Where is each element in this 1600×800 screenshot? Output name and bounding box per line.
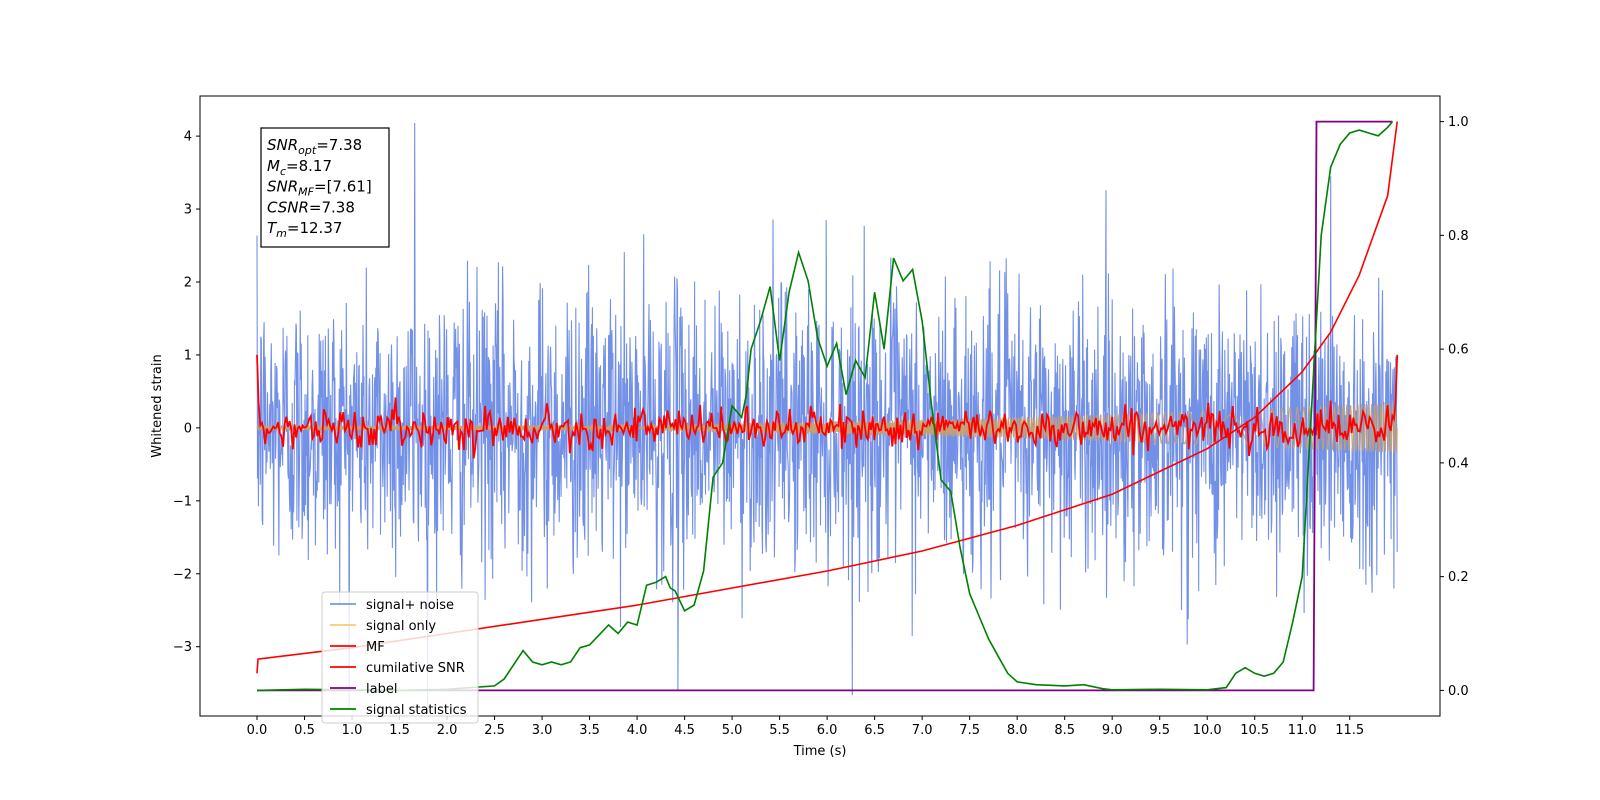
annotation-line: Tm=12.37 bbox=[267, 219, 342, 240]
y2-tick-label: 0.4 bbox=[1448, 456, 1469, 471]
annotation-line: SNRopt=7.38 bbox=[267, 136, 362, 157]
series-signal-statistics bbox=[256, 121, 1394, 692]
x-tick-label: 1.5 bbox=[389, 723, 410, 738]
x-tick-label: 8.5 bbox=[1054, 723, 1075, 738]
x-tick-label: 3.0 bbox=[532, 723, 553, 738]
x-tick-label: 4.5 bbox=[674, 723, 695, 738]
x-tick-label: 9.5 bbox=[1149, 723, 1170, 738]
x-tick-label: 10.5 bbox=[1240, 723, 1269, 738]
x-tick-label: 6.5 bbox=[864, 723, 885, 738]
legend-frame bbox=[321, 591, 479, 724]
x-tick-label: 5.0 bbox=[722, 723, 743, 738]
series-signal-noise bbox=[256, 122, 1398, 713]
y2-tick-label: 0.2 bbox=[1448, 570, 1469, 585]
x-tick-label: 11.5 bbox=[1335, 723, 1364, 738]
x-tick-label: 10.0 bbox=[1193, 723, 1222, 738]
x-tick-label: 0.0 bbox=[247, 723, 268, 738]
y2-tick-label: 0.8 bbox=[1448, 229, 1469, 244]
plot-frame bbox=[199, 95, 1441, 717]
x-tick-label: 4.0 bbox=[627, 723, 648, 738]
y2-tick-label: 0.6 bbox=[1448, 343, 1469, 358]
y-tick-label: −3 bbox=[173, 640, 192, 655]
x-tick-label: 1.0 bbox=[342, 723, 363, 738]
series-label bbox=[257, 120, 1393, 692]
x-tick-label: 11.0 bbox=[1288, 723, 1317, 738]
legend-label: cumilative SNR bbox=[366, 661, 465, 676]
legend-label: signal statistics bbox=[366, 703, 467, 718]
legend-label: label bbox=[366, 682, 397, 697]
x-tick-label: 7.5 bbox=[959, 723, 980, 738]
y-axis-label: Whitened strain bbox=[150, 354, 165, 457]
annotation-line: Mc=8.17 bbox=[267, 157, 332, 178]
y-tick-label: 4 bbox=[184, 130, 192, 145]
y2-tick-label: 1.0 bbox=[1448, 115, 1469, 130]
y-tick-label: 0 bbox=[184, 421, 192, 436]
x-tick-label: 7.0 bbox=[912, 723, 933, 738]
x-tick-label: 3.5 bbox=[579, 723, 600, 738]
x-tick-label: 6.0 bbox=[817, 723, 838, 738]
legend: signal+ noise signal only MF cumilative SNR… bbox=[321, 591, 479, 724]
x-tick-label: 0.5 bbox=[294, 723, 315, 738]
series-mf bbox=[256, 354, 1399, 459]
legend-label: MF bbox=[366, 640, 385, 655]
x-tick-label: 2.5 bbox=[484, 723, 505, 738]
y-tick-label: 3 bbox=[184, 203, 192, 218]
ticks-layer: 0.0 0.5 1.0 1.5 2.0 2.5 3.0 3.5 4.0 4.5 5.0 5.5 6.0 6… bbox=[173, 115, 1469, 738]
y-tick-label: 1 bbox=[184, 348, 192, 363]
legend-label: signal only bbox=[366, 619, 436, 634]
y-tick-label: −1 bbox=[173, 494, 192, 509]
x-tick-label: 8.0 bbox=[1007, 723, 1028, 738]
y-tick-label: 2 bbox=[184, 276, 192, 291]
x-tick-label: 2.0 bbox=[437, 723, 458, 738]
y-tick-label: −2 bbox=[173, 567, 192, 582]
annotation-frame bbox=[260, 127, 390, 248]
y2-tick-label: 0.0 bbox=[1448, 684, 1469, 699]
x-tick-label: 5.5 bbox=[769, 723, 790, 738]
annotation-line: CSNR=7.38 bbox=[267, 198, 355, 216]
x-axis-label: Time (s) bbox=[793, 744, 847, 759]
legend-label: signal+ noise bbox=[366, 598, 454, 613]
x-tick-label: 9.0 bbox=[1102, 723, 1123, 738]
annotation-line: SNRMF=[7.61] bbox=[267, 178, 372, 199]
